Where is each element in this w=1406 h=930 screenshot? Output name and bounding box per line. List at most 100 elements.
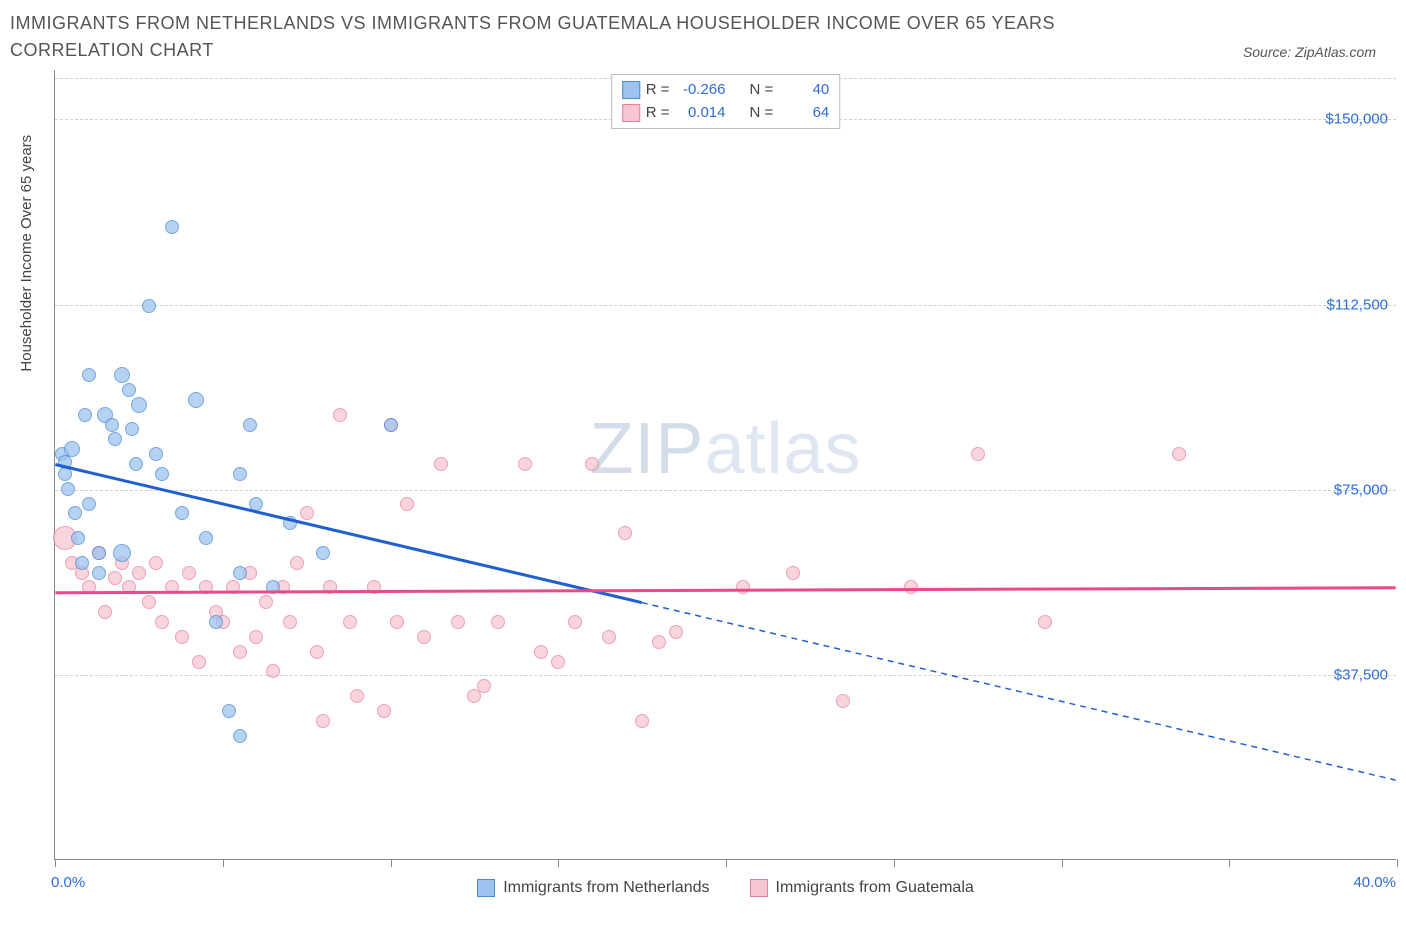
data-point bbox=[333, 408, 347, 422]
y-tick-label: $75,000 bbox=[1334, 481, 1388, 498]
data-point bbox=[188, 392, 204, 408]
data-point bbox=[300, 506, 314, 520]
data-point bbox=[149, 556, 163, 570]
data-point bbox=[343, 615, 357, 629]
data-point bbox=[266, 664, 280, 678]
x-label-min: 0.0% bbox=[51, 874, 85, 891]
data-point bbox=[92, 566, 106, 580]
data-point bbox=[175, 630, 189, 644]
data-point bbox=[534, 645, 548, 659]
swatch-a bbox=[477, 879, 495, 897]
data-point bbox=[1038, 615, 1052, 629]
data-point bbox=[199, 531, 213, 545]
series-legend: Immigrants from Netherlands Immigrants f… bbox=[55, 879, 1396, 897]
data-point bbox=[129, 457, 143, 471]
data-point bbox=[61, 482, 75, 496]
data-point bbox=[836, 694, 850, 708]
r-value-b: 0.014 bbox=[676, 102, 726, 125]
data-point bbox=[249, 630, 263, 644]
data-point bbox=[971, 447, 985, 461]
data-point bbox=[310, 645, 324, 659]
data-point bbox=[125, 422, 139, 436]
header: IMMIGRANTS FROM NETHERLANDS VS IMMIGRANT… bbox=[10, 10, 1396, 64]
x-label-max: 40.0% bbox=[1353, 874, 1396, 891]
data-point bbox=[175, 506, 189, 520]
source-label: Source: bbox=[1243, 44, 1291, 60]
data-point bbox=[114, 367, 130, 383]
stats-row-a: R = -0.266 N = 40 bbox=[622, 79, 830, 102]
data-point bbox=[131, 397, 147, 413]
data-point bbox=[182, 566, 196, 580]
data-point bbox=[283, 516, 297, 530]
x-tick bbox=[1062, 859, 1063, 867]
swatch-b bbox=[622, 104, 640, 122]
data-point bbox=[233, 566, 247, 580]
x-tick bbox=[223, 859, 224, 867]
data-point bbox=[75, 556, 89, 570]
source-value: ZipAtlas.com bbox=[1295, 44, 1376, 60]
watermark: ZIPatlas bbox=[589, 408, 861, 490]
data-point bbox=[551, 655, 565, 669]
plot-area: ZIPatlas R = -0.266 N = 40 R = 0.014 N =… bbox=[54, 70, 1396, 860]
data-point bbox=[491, 615, 505, 629]
data-point bbox=[122, 383, 136, 397]
x-tick bbox=[894, 859, 895, 867]
data-point bbox=[142, 595, 156, 609]
chart-container: Householder Income Over 65 years ZIPatla… bbox=[10, 70, 1396, 910]
data-point bbox=[233, 467, 247, 481]
data-point bbox=[233, 645, 247, 659]
x-tick bbox=[1397, 859, 1398, 867]
n-value-b: 64 bbox=[779, 102, 829, 125]
data-point bbox=[316, 714, 330, 728]
data-point bbox=[1172, 447, 1186, 461]
x-tick bbox=[726, 859, 727, 867]
data-point bbox=[377, 704, 391, 718]
data-point bbox=[786, 566, 800, 580]
swatch-b bbox=[750, 879, 768, 897]
n-label: N = bbox=[750, 102, 774, 125]
data-point bbox=[82, 497, 96, 511]
data-point bbox=[108, 432, 122, 446]
r-label: R = bbox=[646, 102, 670, 125]
data-point bbox=[165, 580, 179, 594]
data-point bbox=[226, 580, 240, 594]
stats-row-b: R = 0.014 N = 64 bbox=[622, 102, 830, 125]
chart-title: IMMIGRANTS FROM NETHERLANDS VS IMMIGRANT… bbox=[10, 10, 1110, 64]
data-point bbox=[82, 368, 96, 382]
x-tick bbox=[1229, 859, 1230, 867]
data-point bbox=[618, 526, 632, 540]
y-axis-title: Householder Income Over 65 years bbox=[18, 135, 35, 372]
data-point bbox=[149, 447, 163, 461]
data-point bbox=[367, 580, 381, 594]
data-point bbox=[113, 544, 131, 562]
data-point bbox=[434, 457, 448, 471]
data-point bbox=[98, 605, 112, 619]
data-point bbox=[64, 441, 80, 457]
r-label: R = bbox=[646, 79, 670, 102]
data-point bbox=[384, 418, 398, 432]
data-point bbox=[400, 497, 414, 511]
trend-lines bbox=[55, 70, 1396, 859]
watermark-b: atlas bbox=[704, 409, 861, 489]
data-point bbox=[266, 580, 280, 594]
data-point bbox=[155, 467, 169, 481]
data-point bbox=[122, 580, 136, 594]
data-point bbox=[736, 580, 750, 594]
legend-item-b: Immigrants from Guatemala bbox=[750, 879, 974, 897]
y-tick-label: $37,500 bbox=[1334, 666, 1388, 683]
data-point bbox=[58, 467, 72, 481]
source-attribution: Source: ZipAtlas.com bbox=[1243, 44, 1396, 64]
x-tick bbox=[391, 859, 392, 867]
gridline bbox=[55, 305, 1396, 306]
data-point bbox=[669, 625, 683, 639]
data-point bbox=[602, 630, 616, 644]
data-point bbox=[222, 704, 236, 718]
data-point bbox=[390, 615, 404, 629]
x-tick bbox=[55, 859, 56, 867]
y-tick-label: $150,000 bbox=[1325, 111, 1388, 128]
data-point bbox=[568, 615, 582, 629]
n-label: N = bbox=[750, 79, 774, 102]
data-point bbox=[155, 615, 169, 629]
data-point bbox=[105, 418, 119, 432]
data-point bbox=[259, 595, 273, 609]
